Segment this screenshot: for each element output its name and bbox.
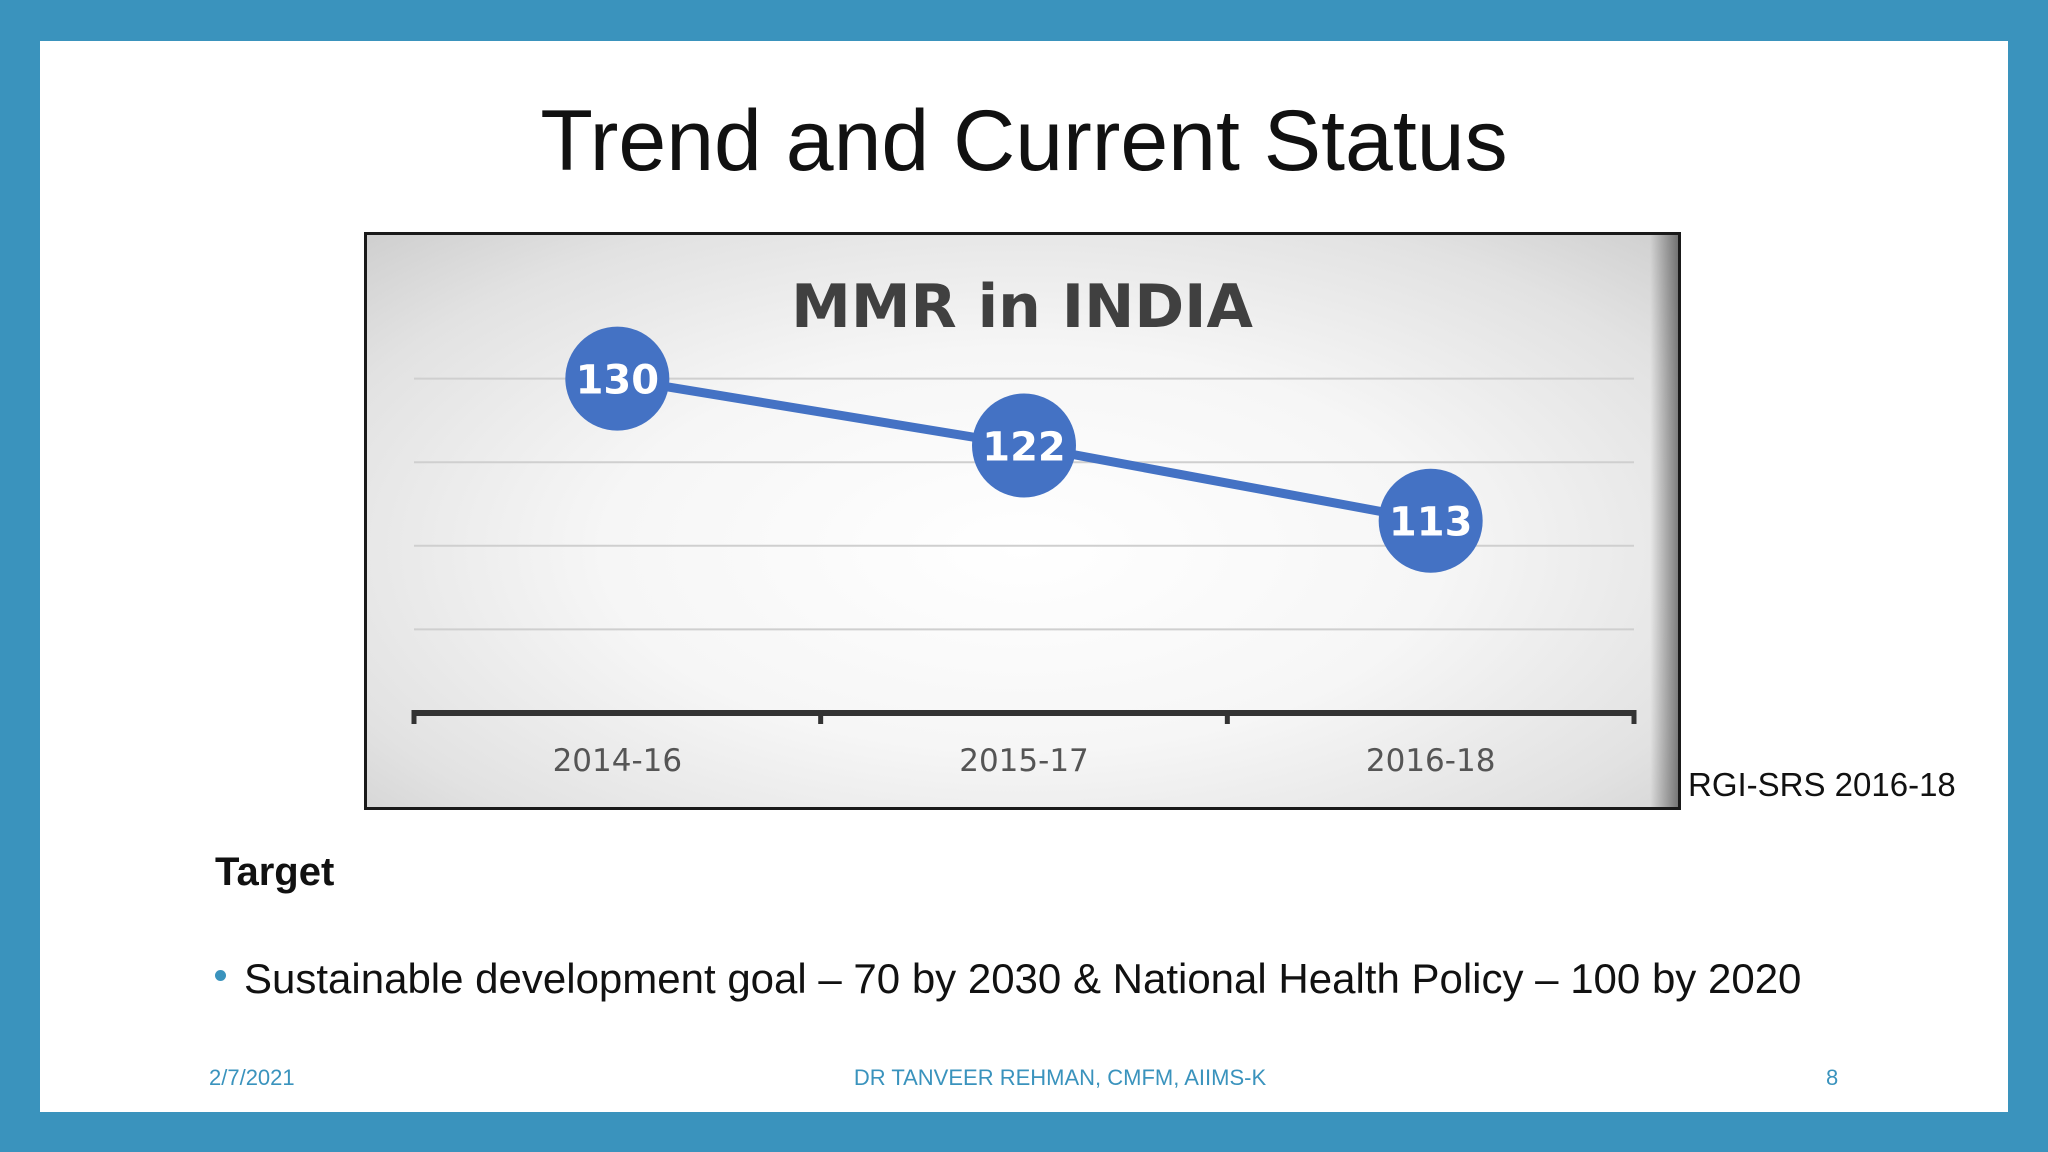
x-axis: 2014-16 2015-17 2016-18 xyxy=(411,710,1637,779)
x-tick-label: 2014-16 xyxy=(553,743,683,779)
data-label: 113 xyxy=(1389,500,1473,546)
data-label: 130 xyxy=(576,358,660,404)
data-point-marker xyxy=(972,393,1076,498)
data-markers: 130 122 113 xyxy=(565,326,1483,573)
chart-image: MMR in INDIA 2014-16 2015-17 2016-18 130 12… xyxy=(364,232,1681,810)
bullet-dot-icon xyxy=(215,969,226,981)
footer-page-number: 8 xyxy=(1826,1065,1839,1090)
data-point-marker xyxy=(1378,468,1483,573)
bullet-item: Sustainable development goal – 70 by 203… xyxy=(215,955,1801,1003)
data-point-marker xyxy=(565,326,670,431)
target-heading: Target xyxy=(215,850,335,894)
x-tick-label: 2015-17 xyxy=(959,743,1089,779)
slide-title: Trend and Current Status xyxy=(540,93,1508,189)
source-note: RGI-SRS 2016-18 xyxy=(1688,766,1956,803)
footer-date: 2/7/2021 xyxy=(209,1065,295,1090)
x-tick-label: 2016-18 xyxy=(1366,743,1496,779)
mmr-chart: MMR in INDIA 2014-16 2015-17 2016-18 130 12… xyxy=(411,272,1637,779)
chart-title: MMR in INDIA xyxy=(791,272,1253,342)
bullet-text: Sustainable development goal – 70 by 203… xyxy=(244,955,1802,1002)
data-label: 122 xyxy=(982,424,1066,470)
footer-author: DR TANVEER REHMAN, CMFM, AIIMS-K xyxy=(853,1065,1267,1090)
